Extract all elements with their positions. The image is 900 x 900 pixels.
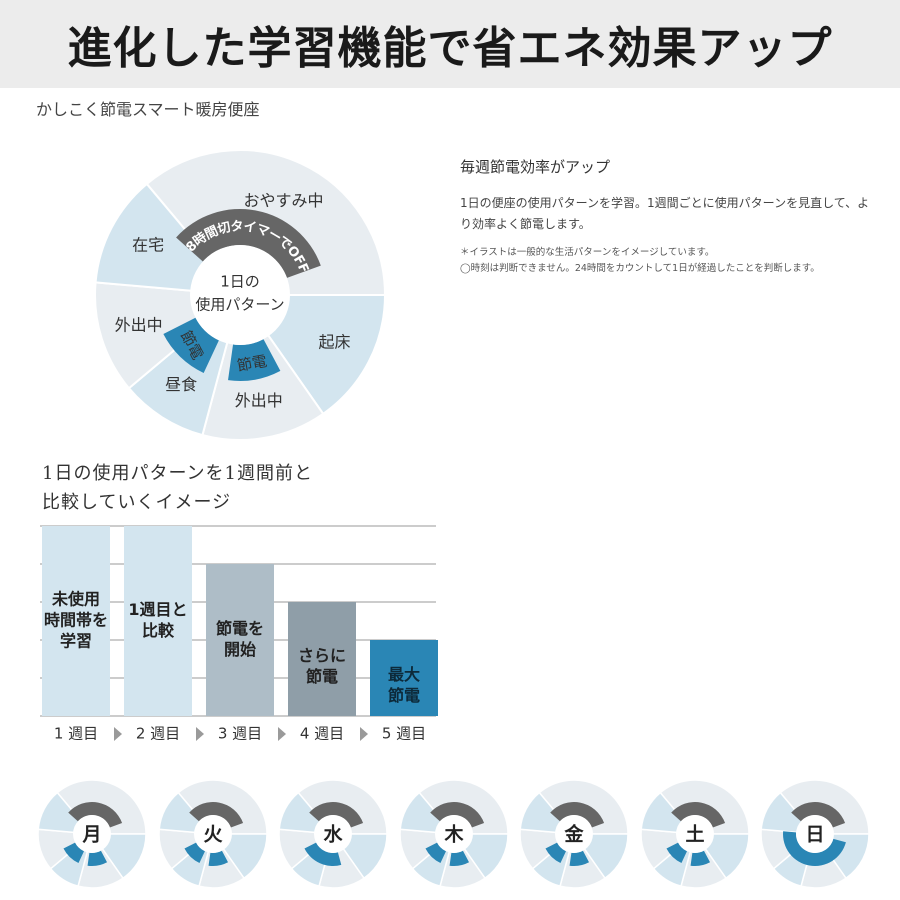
- timer-band: [176, 208, 321, 278]
- day-timer-band: [670, 802, 725, 828]
- bar-label: 学習: [60, 632, 92, 651]
- bar-label: 未使用: [51, 590, 100, 609]
- bar-label: 時間帯を: [44, 611, 108, 630]
- bar: [124, 526, 192, 716]
- day-saving-band: [690, 850, 710, 866]
- wheel-segment-label: 昼食: [165, 375, 197, 394]
- saving-band-noon: [228, 339, 281, 381]
- bar-label: 最大: [388, 665, 420, 684]
- bar: [206, 564, 274, 716]
- weekday-wheels: 月火水木金土日: [36, 778, 876, 890]
- arrow-right-icon: [196, 727, 204, 741]
- day-saving-band: [63, 842, 84, 864]
- day-label: 日: [805, 824, 824, 846]
- wheel-segment-label: 外出中: [235, 391, 283, 410]
- day-saving-band: [783, 831, 846, 866]
- bar: [370, 640, 438, 716]
- day-wheel: 水: [278, 779, 388, 889]
- saving-band-afternoon: [163, 317, 219, 373]
- day-label: 月: [81, 824, 101, 846]
- day-timer-band: [309, 802, 364, 828]
- day-saving-band: [183, 842, 205, 864]
- day-timer-band: [550, 802, 605, 828]
- bar-label: 節電: [387, 686, 420, 705]
- day-wheel: 日: [760, 779, 870, 889]
- arrow-right-icon: [360, 727, 368, 741]
- bar-label: 1週目と: [128, 600, 187, 619]
- arrow-right-icon: [114, 727, 122, 741]
- week-tick-label: 2 週目: [136, 725, 180, 743]
- bar-label: 比較: [142, 621, 175, 640]
- day-saving-band: [545, 842, 566, 864]
- page-header: 進化した学習機能で省エネ効果アップ: [0, 0, 900, 88]
- day-wheel-center: [555, 815, 593, 853]
- arrow-right-icon: [278, 727, 286, 741]
- day-wheel-center: [675, 815, 714, 853]
- day-label: 金: [563, 823, 584, 846]
- day-saving-band: [87, 850, 108, 866]
- bar-label: 開始: [224, 640, 256, 659]
- day-saving-band: [208, 850, 228, 866]
- week-tick-label: 1 週目: [54, 725, 98, 743]
- wheel-segment-label: 起床: [318, 333, 350, 352]
- product-subtitle: かしこく節電スマート暖房便座: [36, 100, 260, 119]
- day-saving-band: [424, 842, 446, 864]
- bar-label: 節電: [305, 667, 338, 686]
- day-wheel-center: [73, 815, 111, 853]
- day-wheel-center: [193, 815, 232, 853]
- day-timer-band: [68, 802, 123, 828]
- wheel-segment-label: 外出中: [115, 315, 163, 334]
- day-wheel-center: [314, 815, 352, 853]
- info-body: 1日の便座の使用パターンを学習。1週間ごとに使用パターンを見直して、より効率よく…: [460, 196, 870, 231]
- chart-caption-line1: 1日の使用パターンを1週間前と: [42, 463, 314, 484]
- day-saving-band: [665, 842, 687, 864]
- day-saving-band: [304, 842, 342, 866]
- info-panel: 毎週節電効率がアップ 1日の便座の使用パターンを学習。1週間ごとに使用パターンを…: [460, 156, 870, 277]
- wheel-center: [190, 245, 290, 345]
- wheel-center-label: 1日の: [220, 273, 260, 291]
- day-wheel: 金: [519, 779, 629, 889]
- bar-label: さらに: [298, 646, 346, 665]
- day-label: 土: [685, 824, 704, 846]
- day-saving-band: [569, 850, 590, 866]
- day-label: 水: [323, 824, 343, 846]
- day-wheel: 月: [37, 779, 147, 889]
- chart-caption-line2: 比較していくイメージ: [42, 492, 232, 513]
- week-tick-label: 5 週目: [382, 725, 426, 743]
- wheel-segment-label: 在宅: [132, 236, 164, 255]
- week-tick-label: 4 週目: [300, 725, 344, 743]
- day-label: 木: [443, 823, 464, 846]
- info-note-time: ◯時刻は判断できません。24時間をカウントして1日が経過したことを判断します。: [460, 263, 820, 274]
- day-timer-band: [429, 802, 484, 828]
- day-label: 火: [203, 824, 223, 846]
- bar: [288, 602, 356, 716]
- bar-label: 節電を: [215, 619, 264, 638]
- day-wheel: 火: [157, 779, 268, 889]
- page-title: 進化した学習機能で省エネ効果アップ: [67, 23, 833, 74]
- saving-label: 節電: [236, 352, 269, 375]
- info-heading: 毎週節電効率がアップ: [460, 158, 611, 176]
- info-note-illustration: ＊イラストは一般的な生活パターンをイメージしています。: [460, 247, 715, 258]
- day-wheel-center: [434, 815, 473, 853]
- week-tick-label: 3 週目: [218, 725, 262, 743]
- day-wheel: 土: [639, 779, 750, 889]
- wheel-center-label: 使用パターン: [195, 296, 284, 314]
- chart-caption: 1日の使用パターンを1週間前と 比較していくイメージ: [42, 459, 313, 517]
- day-wheel: 木: [398, 779, 509, 889]
- day-timer-band: [188, 802, 243, 828]
- day-wheel-center: [796, 815, 834, 853]
- wheel-segment-label: おやすみ中: [244, 191, 324, 210]
- day-saving-band: [449, 850, 469, 866]
- day-timer-band: [791, 802, 846, 828]
- bar: [42, 526, 110, 716]
